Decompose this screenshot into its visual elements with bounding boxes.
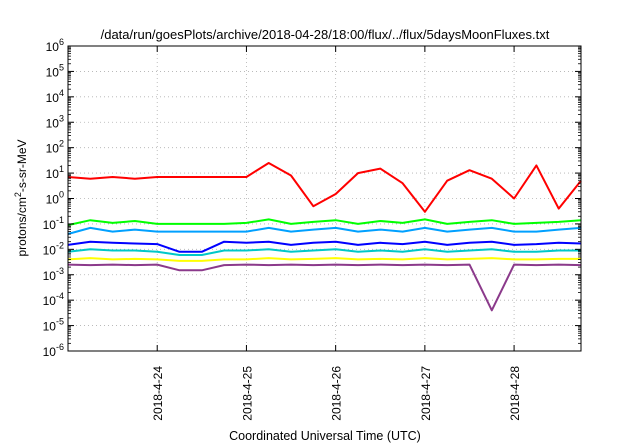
y-tick-label-exponent: 5 bbox=[59, 62, 64, 72]
y-tick-label: 10-4 bbox=[43, 291, 64, 308]
y-tick-label-exponent: -4 bbox=[56, 291, 64, 301]
y-tick-label-exponent: -3 bbox=[56, 266, 64, 276]
series-line-6 bbox=[67, 257, 581, 262]
y-tick-label: 106 bbox=[46, 37, 64, 54]
x-tick-label: 2018-4-26 bbox=[330, 366, 344, 421]
y-tick-label-exponent: 3 bbox=[59, 113, 64, 123]
y-tick-label: 101 bbox=[46, 164, 64, 181]
series-line-3 bbox=[67, 226, 582, 235]
y-tick-label: 103 bbox=[46, 113, 64, 130]
y-tick-label-base: 10 bbox=[46, 142, 60, 156]
y-axis-title-superscript: 2 bbox=[13, 192, 23, 197]
y-tick-label-base: 10 bbox=[43, 269, 57, 283]
y-tick-label: 100 bbox=[46, 190, 64, 207]
y-tick-label-base: 10 bbox=[43, 320, 57, 334]
series-line-2 bbox=[67, 218, 582, 227]
y-tick-label-base: 10 bbox=[46, 193, 60, 207]
series-line-5 bbox=[67, 248, 581, 256]
y-tick-label-exponent: 6 bbox=[59, 37, 64, 47]
y-tick-label: 10-6 bbox=[43, 342, 64, 359]
grid bbox=[68, 46, 581, 351]
y-tick-label-exponent: 2 bbox=[59, 139, 64, 149]
y-tick-label: 105 bbox=[46, 62, 64, 79]
x-tick-label: 2018-4-24 bbox=[151, 366, 165, 421]
y-tick-label-exponent: -6 bbox=[56, 342, 64, 352]
y-tick-label-base: 10 bbox=[43, 218, 57, 232]
x-tick-label: 2018-4-28 bbox=[508, 366, 522, 421]
y-axis-title: protons/cm2-s-sr-MeV bbox=[13, 139, 29, 256]
x-tick-label: 2018-4-25 bbox=[240, 366, 254, 421]
y-tick-label: 10-1 bbox=[43, 215, 64, 232]
y-tick-label-base: 10 bbox=[46, 91, 60, 105]
series-layer bbox=[67, 162, 582, 312]
x-axis-title: Coordinated Universal Time (UTC) bbox=[229, 429, 421, 443]
y-tick-label-base: 10 bbox=[43, 294, 57, 308]
series-line-7 bbox=[67, 263, 582, 312]
chart-title: /data/run/goesPlots/archive/2018-04-28/1… bbox=[101, 27, 550, 42]
y-tick-label-base: 10 bbox=[46, 65, 60, 79]
y-tick-label-base: 10 bbox=[43, 345, 57, 359]
y-tick-label-exponent: -5 bbox=[56, 317, 64, 327]
y-tick-label: 104 bbox=[46, 88, 64, 105]
series-line-1 bbox=[67, 162, 582, 213]
y-tick-label-exponent: 4 bbox=[59, 88, 64, 98]
x-axis: 2018-4-24 2018-4-25 2018-4-26 2018-4-27 2018… bbox=[151, 46, 522, 421]
y-tick-label-exponent: -1 bbox=[56, 215, 64, 225]
y-tick-label-exponent: -2 bbox=[56, 240, 64, 250]
y-axis-title-main: protons/cm bbox=[15, 197, 29, 256]
y-tick-label: 10-5 bbox=[43, 317, 64, 334]
y-tick-label: 10-2 bbox=[43, 240, 64, 257]
y-tick-label-base: 10 bbox=[43, 243, 57, 257]
x-tick-label: 2018-4-27 bbox=[419, 366, 433, 421]
y-tick-label-base: 10 bbox=[46, 167, 60, 181]
y-tick-label-base: 10 bbox=[46, 40, 60, 54]
y-tick-label-base: 10 bbox=[46, 116, 60, 130]
series-line-4 bbox=[67, 240, 582, 253]
y-tick-label-exponent: 1 bbox=[59, 164, 64, 174]
y-axis: 10-610-510-410-310-210-11001011021031041… bbox=[43, 37, 581, 359]
y-tick-label-exponent: 0 bbox=[59, 190, 64, 200]
y-axis-title-unit: -s-sr-MeV bbox=[15, 139, 29, 192]
y-tick-label: 10-3 bbox=[43, 266, 64, 283]
y-tick-label: 102 bbox=[46, 139, 64, 156]
